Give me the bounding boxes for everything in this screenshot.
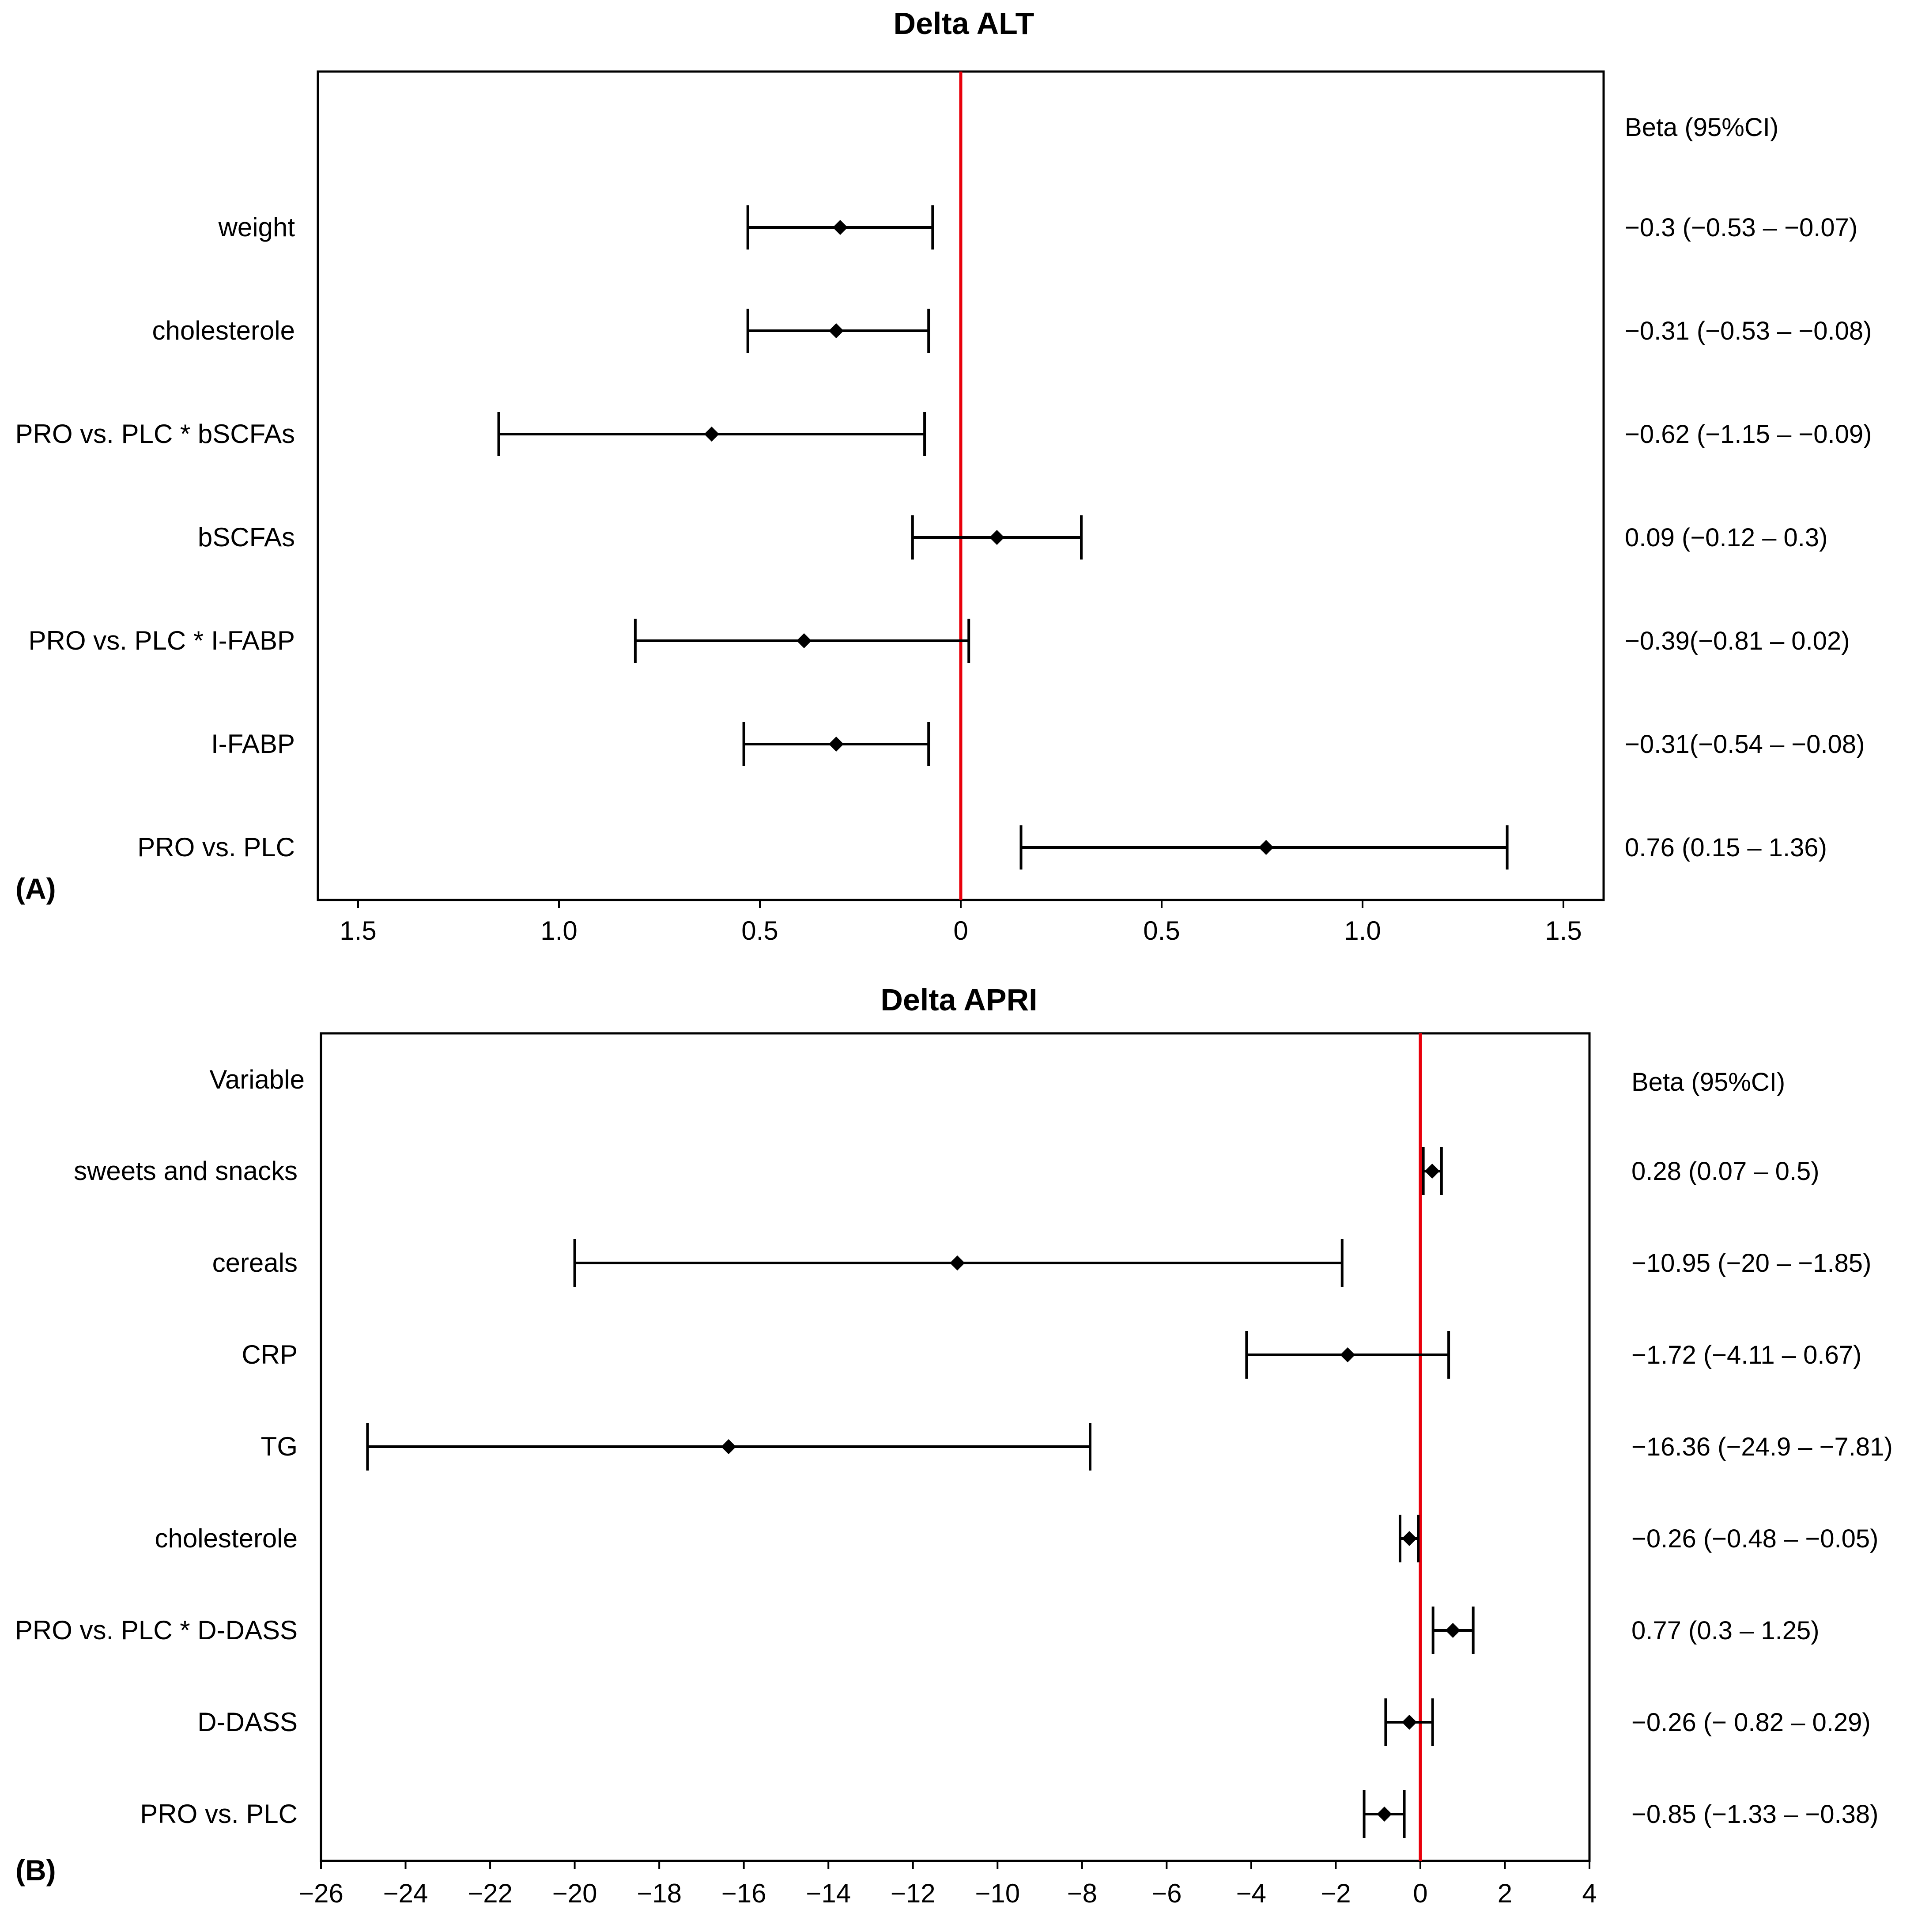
panel-b-tick-label: −8 (1067, 1879, 1097, 1908)
panel-b-title: Delta APRI (880, 983, 1037, 1017)
panel-b-beta-ci-text: −0.26 (−0.48 – −0.05) (1631, 1524, 1879, 1553)
panel-b-row: TG −16.36 (−24.9 – −7.81) (261, 1423, 1893, 1471)
panel-a-beta-ci-text: −0.3 (−0.53 – −0.07) (1625, 213, 1857, 242)
panel-a-beta-ci-text: −0.39(−0.81 – 0.02) (1625, 627, 1850, 655)
panel-b-rows: sweets and snacks 0.28 (0.07 – 0.5) cereal… (15, 1147, 1893, 1838)
panel-b-variable-header: Variable (209, 1065, 305, 1094)
panel-a-row: I-FABP −0.31(−0.54 – −0.08) (211, 722, 1865, 766)
panel-b-tick-label: −24 (383, 1879, 428, 1908)
panel-a-point-estimate (828, 323, 844, 338)
panel-a-point-estimate (833, 220, 848, 235)
panel-b-tick-label: 0 (1413, 1879, 1427, 1908)
panel-b-point-estimate (1424, 1164, 1440, 1179)
panel-a-row-label: weight (218, 212, 295, 242)
panel-a-tick-label: 1.5 (1545, 916, 1582, 945)
panel-a-delta-alt: Delta ALT (A) Beta (95%CI) 1.5 1.0 0.5 0 0.5… (15, 6, 1872, 945)
panel-a-tick-label: 0.5 (741, 916, 778, 945)
panel-a-row-label: cholesterole (152, 316, 295, 345)
panel-b-tick-label: −12 (891, 1879, 936, 1908)
panel-b-tick-label: −20 (552, 1879, 597, 1908)
panel-a-row: weight −0.3 (−0.53 – −0.07) (218, 205, 1857, 250)
panel-b-x-axis: −26 −24 −22 −20 −18 −16 −14 −12 −10 −8 −6 −4 −2 0 2 4 (298, 1861, 1597, 1908)
panel-a-row: bSCFAs 0.09 (−0.12 – 0.3) (198, 515, 1828, 560)
panel-a-beta-ci-text: −0.31(−0.54 – −0.08) (1625, 730, 1865, 759)
panel-a-point-estimate (1258, 840, 1274, 855)
panel-b-beta-ci-text: −1.72 (−4.11 – 0.67) (1631, 1341, 1861, 1369)
panel-b-delta-apri: Delta APRI (B) Variable Beta (95%CI) −26… (15, 983, 1893, 1908)
panel-b-row: D-DASS −0.26 (− 0.82 – 0.29) (197, 1698, 1871, 1746)
panel-a-point-estimate (704, 427, 719, 442)
panel-a-row: PRO vs. PLC 0.76 (0.15 – 1.36) (137, 825, 1827, 870)
panel-a-row: PRO vs. PLC * I-FABP −0.39(−0.81 – 0.02) (29, 619, 1850, 663)
panel-b-tick-label: −18 (637, 1879, 682, 1908)
panel-b-ci-header: Beta (95%CI) (1631, 1068, 1785, 1096)
panel-b-label: (B) (15, 1854, 56, 1887)
panel-b-row-label: PRO vs. PLC * D-DASS (15, 1615, 298, 1645)
panel-b-row: cereals −10.95 (−20 – −1.85) (212, 1239, 1871, 1287)
panel-b-point-estimate (721, 1439, 736, 1454)
panel-b-row-label: cereals (212, 1248, 298, 1278)
panel-b-beta-ci-text: 0.28 (0.07 – 0.5) (1631, 1157, 1820, 1186)
panel-a-beta-ci-text: −0.31 (−0.53 – −0.08) (1625, 317, 1872, 345)
panel-a-beta-ci-text: 0.09 (−0.12 – 0.3) (1625, 523, 1828, 552)
panel-a-row-label: PRO vs. PLC * bSCFAs (15, 419, 295, 449)
panel-b-row: CRP −1.72 (−4.11 – 0.67) (242, 1331, 1861, 1379)
panel-a-x-axis: 1.5 1.0 0.5 0 0.5 1.0 1.5 (340, 900, 1582, 945)
panel-b-tick-label: −22 (468, 1879, 513, 1908)
panel-b-tick-label: 2 (1498, 1879, 1512, 1908)
panel-b-point-estimate (1402, 1715, 1417, 1730)
panel-b-point-estimate (1402, 1531, 1417, 1546)
panel-b-row: PRO vs. PLC −0.85 (−1.33 – −0.38) (140, 1790, 1879, 1838)
panel-a-tick-label: 0.5 (1143, 916, 1180, 945)
panel-a-row-label: PRO vs. PLC (137, 832, 295, 862)
panel-b-row-label: sweets and snacks (74, 1156, 298, 1186)
panel-b-tick-label: −6 (1151, 1879, 1182, 1908)
panel-b-tick-label: −26 (298, 1879, 344, 1908)
panel-b-row-label: cholesterole (155, 1524, 298, 1553)
panel-b-point-estimate (1340, 1347, 1355, 1362)
panel-a-beta-ci-text: −0.62 (−1.15 – −0.09) (1625, 420, 1872, 449)
panel-b-beta-ci-text: −10.95 (−20 – −1.85) (1631, 1249, 1871, 1278)
panel-b-row: cholesterole −0.26 (−0.48 – −0.05) (155, 1515, 1879, 1562)
panel-a-row: PRO vs. PLC * bSCFAs −0.62 (−1.15 – −0.09… (15, 412, 1872, 456)
panel-b-tick-label: −14 (806, 1879, 851, 1908)
panel-b-point-estimate (1377, 1807, 1392, 1822)
panel-a-label: (A) (15, 872, 56, 905)
panel-b-tick-label: −2 (1321, 1879, 1351, 1908)
panel-b-row: PRO vs. PLC * D-DASS 0.77 (0.3 – 1.25) (15, 1607, 1820, 1654)
panel-a-tick-label: 1.0 (540, 916, 577, 945)
panel-a-point-estimate (989, 530, 1004, 545)
panel-a-title: Delta ALT (894, 6, 1034, 41)
panel-b-point-estimate (1445, 1623, 1461, 1638)
panel-b-row-label: CRP (242, 1340, 298, 1369)
panel-b-row-label: PRO vs. PLC (140, 1799, 298, 1829)
panel-b-row-label: D-DASS (197, 1707, 298, 1737)
panel-a-row-label: PRO vs. PLC * I-FABP (29, 626, 295, 655)
panel-a-beta-ci-text: 0.76 (0.15 – 1.36) (1625, 833, 1827, 862)
panel-b-tick-label: −10 (975, 1879, 1020, 1908)
panel-a-tick-label: 0 (953, 916, 968, 945)
panel-a-row: cholesterole −0.31 (−0.53 – −0.08) (152, 309, 1872, 353)
panel-b-tick-label: −4 (1236, 1879, 1266, 1908)
panel-b-row-label: TG (261, 1432, 298, 1461)
panel-b-point-estimate (950, 1255, 965, 1270)
panel-a-ci-header: Beta (95%CI) (1625, 113, 1778, 142)
panel-b-beta-ci-text: −0.85 (−1.33 – −0.38) (1631, 1800, 1879, 1829)
panel-b-beta-ci-text: 0.77 (0.3 – 1.25) (1631, 1616, 1820, 1645)
panel-b-plot-frame (320, 1032, 1591, 1862)
panel-b-tick-label: −16 (721, 1879, 766, 1908)
panel-a-point-estimate (797, 633, 812, 648)
panel-a-point-estimate (828, 737, 844, 752)
panel-a-row-label: bSCFAs (198, 522, 295, 552)
panel-b-tick-label: 4 (1582, 1879, 1597, 1908)
panel-a-tick-label: 1.0 (1344, 916, 1381, 945)
panel-a-row-label: I-FABP (211, 729, 295, 759)
panel-a-rows: weight −0.3 (−0.53 – −0.07) cholesterole −0… (15, 205, 1872, 870)
panel-b-beta-ci-text: −16.36 (−24.9 – −7.81) (1631, 1433, 1893, 1461)
panel-a-tick-label: 1.5 (340, 916, 376, 945)
panel-b-beta-ci-text: −0.26 (− 0.82 – 0.29) (1631, 1708, 1871, 1737)
panel-b-row: sweets and snacks 0.28 (0.07 – 0.5) (74, 1147, 1820, 1195)
